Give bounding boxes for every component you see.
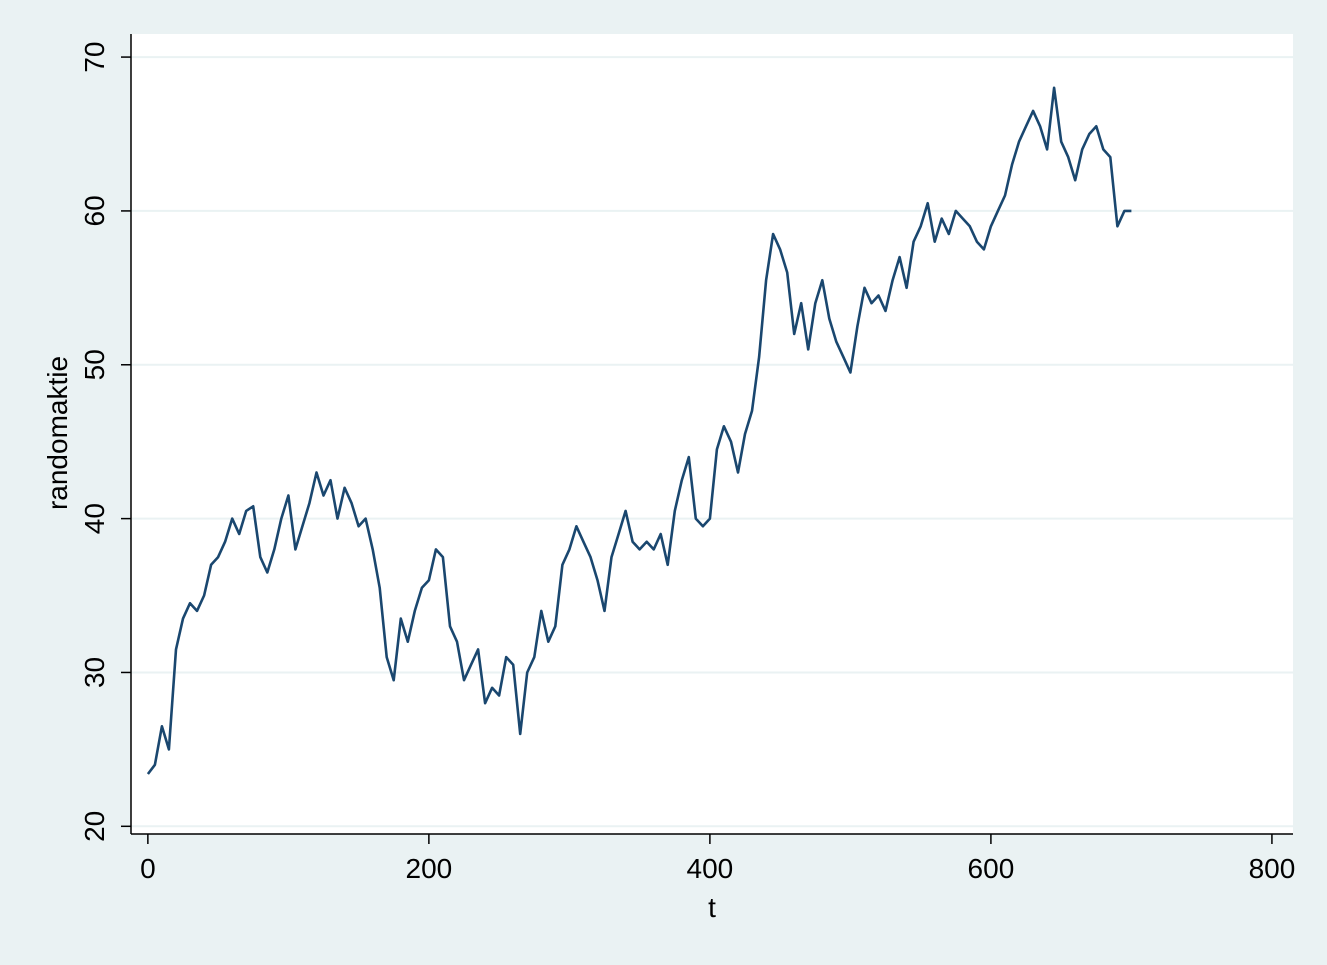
gridlines bbox=[131, 56, 1293, 828]
x-tick-label-200: 200 bbox=[406, 853, 453, 884]
x-axis-label: t bbox=[708, 892, 716, 923]
x-tick-label-0: 0 bbox=[140, 853, 156, 884]
y-tick-label-20: 20 bbox=[79, 811, 110, 842]
y-tick-label-50: 50 bbox=[79, 349, 110, 380]
x-axis-ticks: 0 200 400 600 800 bbox=[140, 834, 1295, 884]
x-tick-label-600: 600 bbox=[968, 853, 1015, 884]
y-axis-ticks: 20 30 40 50 60 70 bbox=[79, 41, 131, 842]
y-tick-label-30: 30 bbox=[79, 657, 110, 688]
x-tick-label-400: 400 bbox=[687, 853, 734, 884]
y-axis-label: randomaktie bbox=[42, 356, 73, 510]
y-tick-label-70: 70 bbox=[79, 41, 110, 72]
y-tick-label-40: 40 bbox=[79, 503, 110, 534]
series-line bbox=[146, 86, 1132, 775]
x-tick-label-800: 800 bbox=[1249, 853, 1296, 884]
y-tick-label-60: 60 bbox=[79, 195, 110, 226]
plot-area bbox=[131, 34, 1293, 834]
